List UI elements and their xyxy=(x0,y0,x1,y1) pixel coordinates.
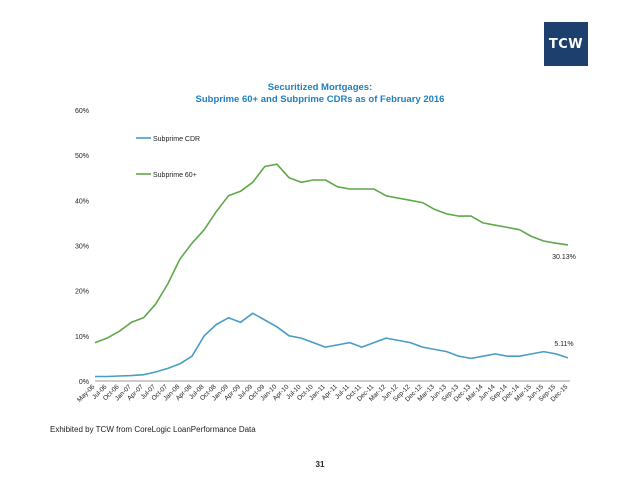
y-tick-label: 50% xyxy=(75,153,89,160)
legend-label: Subprime CDR xyxy=(153,136,200,143)
subprime-cdr-line xyxy=(95,312,569,378)
subprime-60-line xyxy=(94,163,569,344)
y-tick-label: 10% xyxy=(75,334,89,341)
end-value-label: 5.11% xyxy=(554,341,573,348)
chart-subtitle: Subprime 60+ and Subprime CDRs as of Feb… xyxy=(195,94,445,105)
y-tick-label: 0% xyxy=(79,379,89,386)
y-tick-label: 40% xyxy=(75,198,89,205)
y-tick-label: 20% xyxy=(75,289,89,296)
legend-label: Subprime 60+ xyxy=(153,172,197,179)
y-tick-label: 60% xyxy=(75,108,89,115)
y-tick-label: 30% xyxy=(75,244,89,251)
page-number: 31 xyxy=(315,460,325,469)
source-note: Exhibited by TCW from CoreLogic LoanPerf… xyxy=(50,425,256,434)
end-value-label: 30.13% xyxy=(552,254,576,261)
tcw-logo: TCW xyxy=(544,22,588,66)
chart-title: Securitized Mortgages: xyxy=(267,82,373,93)
